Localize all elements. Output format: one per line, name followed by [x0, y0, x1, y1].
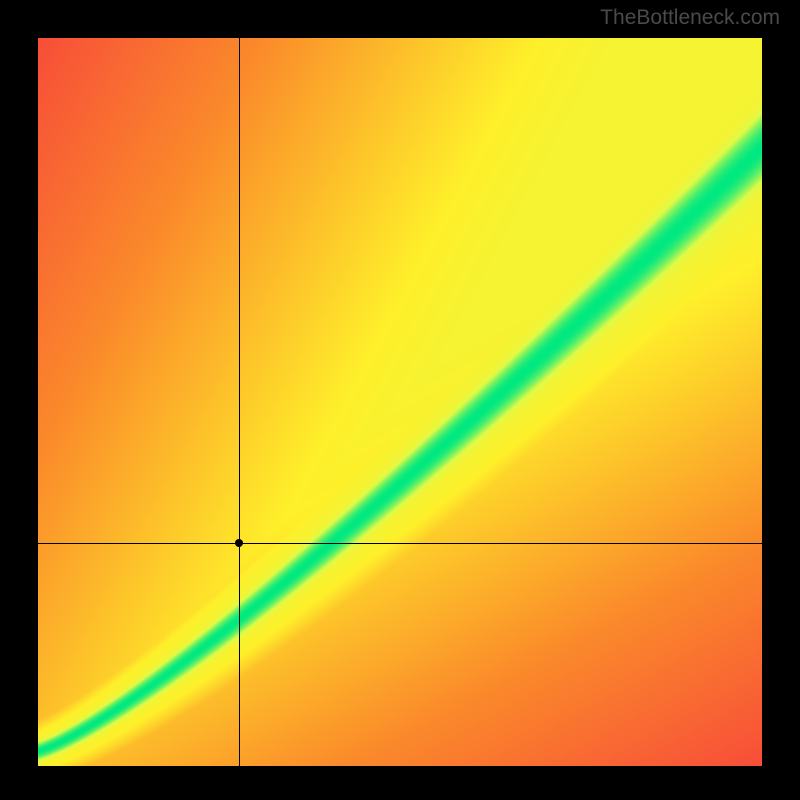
heatmap-plot	[38, 38, 762, 766]
watermark-text: TheBottleneck.com	[600, 6, 780, 30]
heatmap-canvas	[38, 38, 762, 766]
crosshair-marker	[235, 539, 243, 547]
crosshair-vertical	[239, 38, 240, 766]
crosshair-horizontal	[38, 543, 762, 544]
